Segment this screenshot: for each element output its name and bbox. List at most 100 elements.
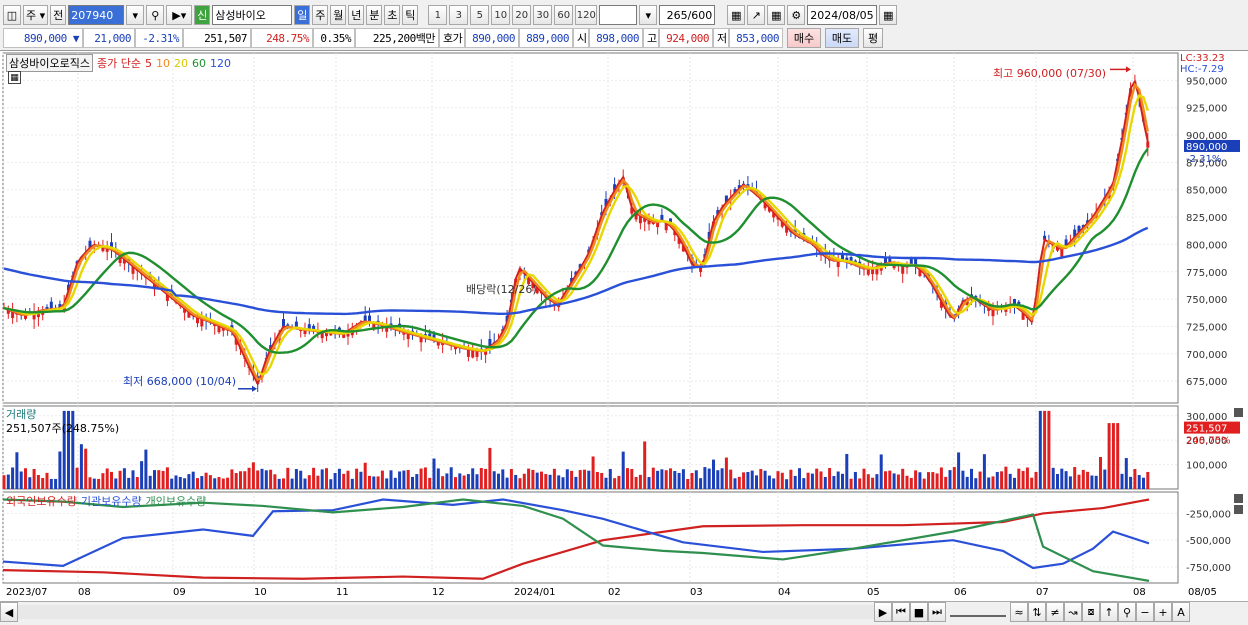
volume-bar (376, 476, 380, 489)
code-input[interactable]: 207940 (68, 5, 125, 25)
volume-bar (853, 471, 857, 489)
chart-tool-1-icon[interactable]: ≈ (1010, 602, 1028, 622)
chart-tool-5-icon[interactable]: ⧇ (1082, 602, 1100, 622)
volume-bar (71, 410, 75, 489)
volume-bar (638, 474, 642, 489)
count-field[interactable]: 265/600 (659, 5, 716, 25)
candle-body (24, 314, 27, 319)
chart-tool-2-icon[interactable]: ⇅ (1028, 602, 1046, 622)
volume-bar (1116, 423, 1120, 489)
zoom-out-icon[interactable]: − (1136, 602, 1154, 622)
interval-10[interactable]: 10 (491, 5, 511, 25)
candle-body (845, 257, 849, 263)
candle-body (1077, 226, 1081, 233)
candle-body (914, 258, 918, 267)
volume-bar (1060, 468, 1064, 489)
period-week[interactable]: 주 (312, 5, 329, 25)
chart-tool-4-icon[interactable]: ↝ (1064, 602, 1082, 622)
volume-bar (591, 456, 595, 489)
magnifier-icon[interactable]: ⚲ (1118, 602, 1136, 622)
interval-3[interactable]: 3 (449, 5, 469, 25)
interval-20[interactable]: 20 (512, 5, 532, 25)
volume-bar (574, 476, 578, 489)
custom-interval-dropdown-icon[interactable]: ▾ (639, 5, 658, 25)
chart-tool-6-icon[interactable]: ↑ (1100, 602, 1118, 622)
volume-bar (892, 473, 896, 489)
volume-bar (1021, 470, 1025, 489)
volume-bar (329, 479, 333, 489)
window-menu-icon[interactable]: ◫ (3, 5, 21, 25)
gear-icon[interactable]: ⚙ (787, 5, 806, 25)
period-day[interactable]: 일 (294, 5, 311, 25)
volume-bar (75, 467, 79, 489)
interval-60[interactable]: 60 (554, 5, 574, 25)
chart-area[interactable]: 2023/07 08 09 10 11 12 2024/01 02 03 04 05 06 07 08 08… (0, 50, 1248, 622)
volume-bar (660, 469, 664, 489)
fast-forward-icon[interactable]: ⏭ (928, 602, 946, 622)
candle-body (656, 221, 660, 228)
volume-bar (234, 473, 238, 489)
volume-bar (703, 467, 707, 489)
period-month[interactable]: 월 (330, 5, 347, 25)
type-select-value: 주 (26, 9, 37, 22)
current-price-tag (1184, 139, 1240, 152)
grid-icon[interactable]: ▦ (8, 71, 21, 84)
chart-type-icon[interactable]: ▦ (727, 5, 746, 25)
period-tick[interactable]: 틱 (402, 5, 419, 25)
prev-button[interactable]: 전 (50, 5, 67, 25)
date-field[interactable]: 2024/08/05 (807, 5, 878, 25)
chart-tool-3-icon[interactable]: ≠ (1046, 602, 1064, 622)
code-dropdown-icon[interactable]: ▾ (126, 5, 145, 25)
interval-120[interactable]: 120 (575, 5, 598, 25)
volume-bar (41, 477, 45, 489)
search-icon[interactable]: ⚲ (146, 5, 165, 25)
candle-body (294, 321, 298, 329)
scroll-track[interactable] (18, 605, 874, 619)
volume-bar (793, 475, 797, 489)
volume-bar (432, 458, 436, 489)
candle-body (329, 332, 333, 336)
volume-bar (1133, 468, 1137, 489)
candle-body (531, 282, 535, 289)
interval-1[interactable]: 1 (428, 5, 448, 25)
sell-button[interactable]: 매도 (825, 28, 859, 48)
eval-button[interactable]: 평 (863, 28, 883, 48)
scroll-right-icon[interactable]: ▶ (874, 602, 892, 622)
calendar-icon[interactable]: ▦ (879, 5, 898, 25)
stock-name-field[interactable]: 삼성바이오 (212, 5, 293, 25)
period-year[interactable]: 년 (348, 5, 365, 25)
volume-bar (458, 473, 462, 489)
scroll-left-icon[interactable]: ◀ (0, 602, 18, 622)
volume-bar (677, 472, 681, 489)
zoom-slider[interactable] (950, 607, 1006, 617)
type-select[interactable]: 주 ▾ (23, 5, 49, 25)
period-minute[interactable]: 분 (366, 5, 383, 25)
candle-body (737, 185, 741, 189)
price-tick-label: 925,000 (1186, 104, 1227, 115)
rewind-icon[interactable]: ⏮ (892, 602, 910, 622)
interval-30[interactable]: 30 (533, 5, 553, 25)
volume-bar (759, 468, 763, 489)
stop-icon[interactable]: ■ (910, 602, 928, 622)
zoom-in-icon[interactable]: + (1154, 602, 1172, 622)
high-annotation: 최고 960,000 (07/30) (993, 67, 1107, 80)
new-badge[interactable]: 신 (194, 5, 211, 25)
volume-bar (471, 468, 475, 489)
table-icon[interactable]: ▦ (767, 5, 786, 25)
draw-tool-icon[interactable]: ↗ (747, 5, 766, 25)
period-second[interactable]: 초 (384, 5, 401, 25)
dividend-annotation: 배당락(12/26) (466, 283, 537, 296)
lc-label: LC:33.23 (1180, 53, 1225, 64)
candle-body (767, 207, 771, 212)
custom-interval-input[interactable] (599, 5, 638, 25)
buy-button[interactable]: 매수 (787, 28, 821, 48)
volume-bar (1038, 410, 1042, 489)
interval-5[interactable]: 5 (470, 5, 490, 25)
volume-bar (1064, 471, 1068, 489)
volume-bar (221, 478, 225, 489)
open-field: 898,000 (589, 28, 643, 48)
font-size-icon[interactable]: A (1172, 602, 1190, 622)
candle-body (49, 301, 53, 310)
speaker-icon[interactable]: ▶▾ (166, 5, 193, 25)
chart-canvas[interactable]: 2023/07 08 09 10 11 12 2024/01 02 03 04 05 06 07 08 08… (0, 51, 1248, 622)
